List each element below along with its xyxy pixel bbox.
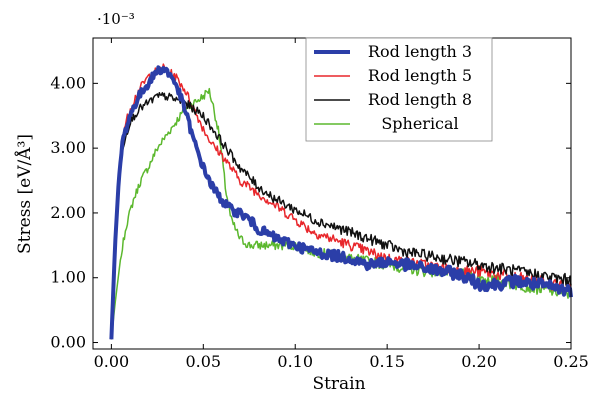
y-axis-label: Stress [eV/Å³]	[14, 134, 35, 254]
x-tick-label: 0.00	[94, 352, 130, 371]
legend-label: Rod length 3	[368, 42, 472, 61]
y-tick-label: 0.00	[50, 333, 86, 352]
y-multiplier-label: ·10⁻³	[97, 10, 135, 28]
x-tick-label: 0.20	[461, 352, 497, 371]
y-tick-label: 4.00	[50, 73, 86, 92]
legend-entries: Rod length 3 Rod length 5 Rod length 8 Sphe…	[314, 42, 472, 133]
legend-label: Rod length 8	[368, 90, 472, 109]
series-line-rod-length-5	[110, 63, 572, 340]
x-axis-label: Strain	[312, 374, 365, 394]
y-tick-label: 1.00	[50, 268, 86, 287]
y-axis-ticks: 0.00 1.00 2.00 3.00 4.00	[50, 73, 571, 352]
x-tick-label: 0.15	[369, 352, 405, 371]
legend-label: Rod length 5	[368, 66, 472, 85]
x-tick-label: 0.25	[553, 352, 589, 371]
series-line-rod-length-8	[110, 92, 572, 340]
series-layer	[109, 63, 573, 340]
legend: Rod length 3 Rod length 5 Rod length 8 Sphe…	[305, 37, 493, 142]
legend-label: Spherical	[381, 114, 458, 133]
series-line-rod-length-3	[109, 65, 573, 340]
x-axis-ticks: 0.00 0.05 0.10 0.15 0.20 0.25	[94, 38, 589, 371]
x-tick-label: 0.10	[277, 352, 313, 371]
y-tick-label: 3.00	[50, 138, 86, 157]
y-tick-label: 2.00	[50, 203, 86, 222]
x-tick-label: 0.05	[185, 352, 221, 371]
